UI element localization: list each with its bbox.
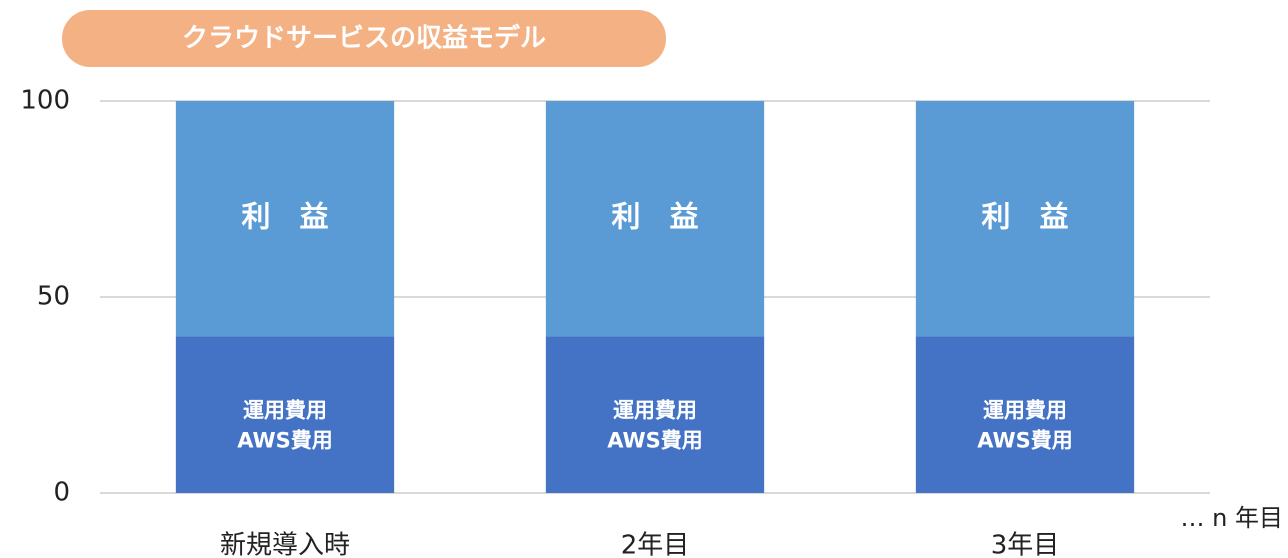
x-tick-label: 2年目 (621, 531, 690, 558)
bar-segment (175, 336, 395, 493)
bar-segment (545, 101, 765, 337)
chart-title: クラウドサービスの収益モデル (182, 23, 546, 54)
annotation: … n 年目 (1181, 504, 1283, 532)
segment-label: 利 益 (611, 200, 698, 234)
bar-segment (915, 336, 1135, 493)
x-tick-label: 3年目 (991, 531, 1060, 558)
title-pill (62, 10, 666, 67)
y-tick-label: 100 (20, 86, 70, 116)
segment-label: 運用費用 AWS費用 (237, 399, 333, 453)
bar-segment (545, 336, 765, 493)
y-tick-label: 50 (37, 282, 70, 312)
segment-label: 利 益 (981, 200, 1068, 234)
bar-segment (915, 101, 1135, 337)
segment-label: 運用費用 AWS費用 (607, 399, 703, 453)
bar-segment (175, 101, 395, 337)
x-tick-label: 新規導入時 (220, 531, 350, 558)
segment-label: 運用費用 AWS費用 (977, 399, 1073, 453)
segment-label: 利 益 (241, 200, 328, 234)
y-tick-label: 0 (53, 478, 70, 508)
